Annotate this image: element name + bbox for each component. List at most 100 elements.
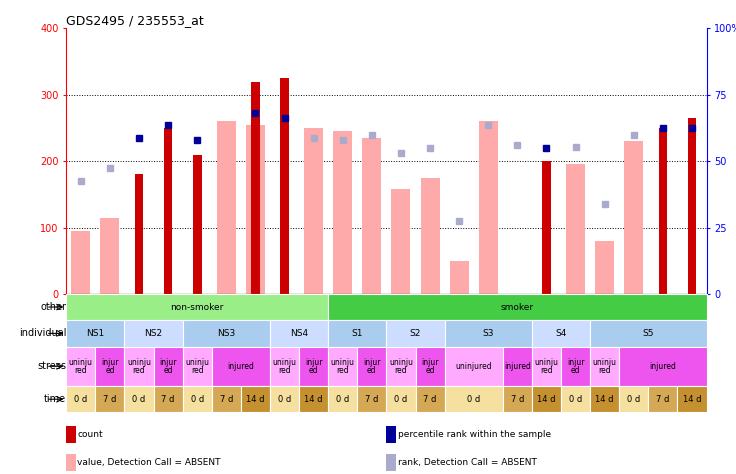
Text: time: time bbox=[44, 394, 66, 404]
Bar bbox=[503, 346, 532, 386]
Bar bbox=[532, 320, 590, 346]
Text: injured: injured bbox=[504, 362, 531, 371]
Text: uninju
red: uninju red bbox=[330, 358, 355, 375]
Bar bbox=[241, 386, 270, 412]
Bar bbox=[212, 346, 270, 386]
Bar bbox=[590, 346, 619, 386]
Bar bbox=[96, 346, 124, 386]
Text: uninju
red: uninju red bbox=[272, 358, 297, 375]
Bar bbox=[328, 346, 357, 386]
Text: NS1: NS1 bbox=[86, 329, 105, 338]
Bar bbox=[542, 161, 551, 294]
Bar bbox=[66, 386, 96, 412]
Bar bbox=[246, 125, 265, 294]
Text: uninju
red: uninju red bbox=[127, 358, 151, 375]
Text: 0 d: 0 d bbox=[191, 395, 204, 404]
Text: NS2: NS2 bbox=[144, 329, 163, 338]
Text: 7 d: 7 d bbox=[423, 395, 436, 404]
Bar bbox=[503, 386, 532, 412]
Text: uninju
red: uninju red bbox=[68, 358, 93, 375]
Bar bbox=[193, 155, 202, 294]
Text: non-smoker: non-smoker bbox=[171, 302, 224, 311]
Bar bbox=[561, 346, 590, 386]
Bar bbox=[212, 386, 241, 412]
Bar bbox=[328, 320, 386, 346]
Bar bbox=[392, 189, 411, 294]
Text: count: count bbox=[77, 430, 103, 438]
Text: S3: S3 bbox=[483, 329, 494, 338]
Text: individual: individual bbox=[18, 328, 66, 338]
Text: 0 d: 0 d bbox=[627, 395, 640, 404]
Bar bbox=[532, 386, 561, 412]
Bar bbox=[154, 346, 183, 386]
Text: 14 d: 14 d bbox=[305, 395, 323, 404]
Text: injur
ed: injur ed bbox=[421, 358, 439, 375]
Bar bbox=[328, 294, 707, 320]
Bar bbox=[445, 320, 532, 346]
Bar bbox=[280, 78, 289, 294]
Bar bbox=[135, 174, 144, 294]
Text: 14 d: 14 d bbox=[683, 395, 701, 404]
Text: injured: injured bbox=[227, 362, 255, 371]
Text: 0 d: 0 d bbox=[467, 395, 481, 404]
Bar bbox=[66, 294, 328, 320]
Text: 14 d: 14 d bbox=[246, 395, 265, 404]
Text: 7 d: 7 d bbox=[657, 395, 670, 404]
Bar bbox=[299, 386, 328, 412]
Bar bbox=[445, 386, 503, 412]
Bar bbox=[561, 386, 590, 412]
Text: 0 d: 0 d bbox=[278, 395, 291, 404]
Bar bbox=[251, 82, 260, 294]
Bar bbox=[270, 346, 299, 386]
Bar bbox=[66, 320, 124, 346]
Text: 7 d: 7 d bbox=[161, 395, 174, 404]
Text: injur
ed: injur ed bbox=[160, 358, 177, 375]
Text: uninjured: uninjured bbox=[456, 362, 492, 371]
Text: S5: S5 bbox=[643, 329, 654, 338]
Bar bbox=[299, 346, 328, 386]
Text: 7 d: 7 d bbox=[103, 395, 116, 404]
Text: stress: stress bbox=[38, 361, 66, 371]
Bar bbox=[386, 386, 416, 412]
Text: 14 d: 14 d bbox=[537, 395, 556, 404]
Bar bbox=[66, 454, 76, 471]
Text: NS3: NS3 bbox=[217, 329, 236, 338]
Bar bbox=[648, 386, 677, 412]
Bar bbox=[333, 131, 353, 294]
Bar bbox=[71, 231, 91, 294]
Bar bbox=[100, 218, 119, 294]
Bar bbox=[386, 320, 445, 346]
Text: uninju
red: uninju red bbox=[592, 358, 617, 375]
Bar bbox=[532, 346, 561, 386]
Bar bbox=[183, 386, 212, 412]
Bar bbox=[624, 141, 643, 294]
Bar bbox=[445, 346, 503, 386]
Text: injured: injured bbox=[649, 362, 676, 371]
Bar bbox=[66, 346, 96, 386]
Text: 0 d: 0 d bbox=[336, 395, 350, 404]
Bar bbox=[357, 386, 386, 412]
Text: percentile rank within the sample: percentile rank within the sample bbox=[397, 430, 551, 438]
Bar bbox=[217, 121, 236, 294]
Bar bbox=[328, 386, 357, 412]
Bar bbox=[659, 128, 668, 294]
Bar bbox=[163, 128, 172, 294]
Bar bbox=[420, 178, 439, 294]
Text: GDS2495 / 235553_at: GDS2495 / 235553_at bbox=[66, 14, 204, 27]
Text: value, Detection Call = ABSENT: value, Detection Call = ABSENT bbox=[77, 458, 221, 467]
Bar bbox=[590, 386, 619, 412]
Bar bbox=[124, 346, 154, 386]
Text: uninju
red: uninju red bbox=[185, 358, 209, 375]
Text: S4: S4 bbox=[556, 329, 567, 338]
Text: rank, Detection Call = ABSENT: rank, Detection Call = ABSENT bbox=[397, 458, 537, 467]
Text: injur
ed: injur ed bbox=[101, 358, 118, 375]
Bar bbox=[154, 386, 183, 412]
Bar bbox=[619, 386, 648, 412]
Bar bbox=[386, 426, 396, 443]
Text: injur
ed: injur ed bbox=[363, 358, 381, 375]
Text: 7 d: 7 d bbox=[511, 395, 524, 404]
Text: uninju
red: uninju red bbox=[389, 358, 413, 375]
Text: 0 d: 0 d bbox=[74, 395, 88, 404]
Text: other: other bbox=[40, 302, 66, 312]
Text: 0 d: 0 d bbox=[394, 395, 408, 404]
